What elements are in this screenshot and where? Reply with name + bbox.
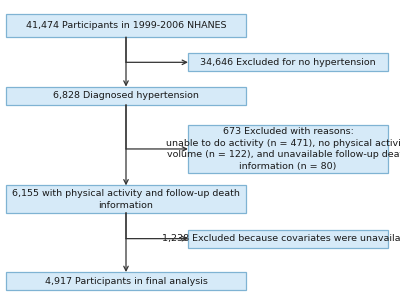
FancyBboxPatch shape	[6, 87, 246, 105]
FancyBboxPatch shape	[188, 126, 388, 173]
FancyBboxPatch shape	[6, 272, 246, 290]
Text: 4,917 Participants in final analysis: 4,917 Participants in final analysis	[44, 277, 208, 286]
Text: 6,828 Diagnosed hypertension: 6,828 Diagnosed hypertension	[53, 91, 199, 100]
FancyBboxPatch shape	[6, 15, 246, 37]
FancyBboxPatch shape	[188, 230, 388, 248]
Text: 6,155 with physical activity and follow-up death
information: 6,155 with physical activity and follow-…	[12, 189, 240, 209]
FancyBboxPatch shape	[6, 185, 246, 213]
Text: 34,646 Excluded for no hypertension: 34,646 Excluded for no hypertension	[200, 58, 376, 67]
Text: 673 Excluded with reasons:
unable to do activity (n = 471), no physical activity: 673 Excluded with reasons: unable to do …	[166, 127, 400, 171]
Text: 41,474 Participants in 1999-2006 NHANES: 41,474 Participants in 1999-2006 NHANES	[26, 21, 226, 30]
Text: 1,238 Excluded because covariates were unavailable: 1,238 Excluded because covariates were u…	[162, 234, 400, 243]
FancyBboxPatch shape	[188, 53, 388, 71]
